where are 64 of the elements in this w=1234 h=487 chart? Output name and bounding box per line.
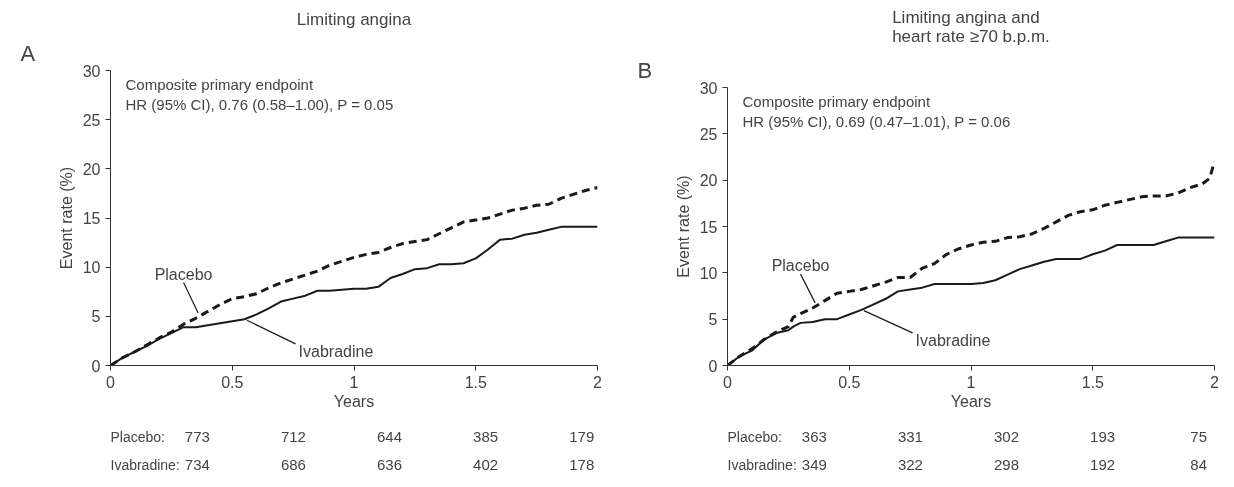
y-tick-label: 30 [699,79,718,97]
text: Ivabradine [298,343,374,361]
x-tick-label: 0.5 [221,373,244,391]
text: 331 [897,428,923,446]
y-tick-label: 25 [699,125,718,143]
x-tick-label: 0.5 [838,373,861,391]
text: Placebo: [110,429,165,446]
text: 636 [377,456,403,474]
x-tick-label: 0 [106,373,116,391]
annotation: Composite primary endpoint [742,92,931,110]
text: 84 [1190,456,1208,474]
y-axis-title: Event rate (%) [57,166,75,270]
text: 178 [569,456,595,474]
text: 192 [1090,456,1116,474]
text: Ivabradine: [727,457,797,474]
annotation: Composite primary endpoint [125,75,314,93]
text: 644 [377,428,403,446]
x-tick-label: 1.5 [464,373,487,391]
text: 75 [1190,428,1208,446]
y-tick-label: 10 [699,264,718,282]
text: Placebo: [727,429,782,446]
text: 402 [473,456,499,474]
y-tick-label: 5 [708,311,718,329]
text: 193 [1090,428,1116,446]
text: Ivabradine [915,332,991,350]
text: 712 [280,428,306,446]
annotation: HR (95% CI), 0.76 (0.58–1.00), P = 0.05 [125,95,394,113]
series-label: Placebo [771,257,830,275]
series-label: Placebo [154,265,213,283]
x-tick-label: 2 [593,373,603,391]
y-tick-label: 10 [82,259,101,277]
y-tick-label: 15 [699,218,718,236]
y-tick-label: 25 [82,111,101,129]
text: 302 [994,428,1020,446]
annotation: HR (95% CI), 0.69 (0.47–1.01), P = 0.06 [742,112,1011,130]
x-axis-title: Years [950,392,992,410]
text: 686 [280,456,306,474]
text: 734 [184,456,210,474]
y-tick-label: 15 [82,210,101,227]
text: 179 [569,428,595,446]
y-tick-label: 30 [82,62,101,80]
text: 773 [184,428,210,446]
chart-title: Limiting angina [296,9,412,29]
chart-title: Limiting angina and heart rate ≥70 b.p.m. [892,7,1050,46]
y-tick-label: 5 [91,308,101,326]
x-tick-label: 1 [349,373,359,391]
y-tick-label: 20 [82,160,101,178]
text: A [20,40,36,66]
y-tick-label: 0 [708,357,718,375]
text: B [637,57,653,83]
y-tick-label: 20 [699,172,718,190]
text: 322 [897,456,923,474]
x-tick-label: 0 [723,373,733,391]
text: Ivabradine: [110,457,180,474]
x-tick-label: 1 [966,373,976,391]
y-axis-title: Event rate (%) [674,175,692,278]
x-tick-label: 2 [1210,373,1220,391]
x-tick-label: 1.5 [1081,373,1104,391]
text: 349 [801,456,827,474]
text: 363 [801,428,827,446]
text: 298 [994,456,1020,474]
y-tick-label: 0 [91,357,101,375]
x-axis-title: Years [333,392,375,410]
text: 385 [473,428,499,446]
